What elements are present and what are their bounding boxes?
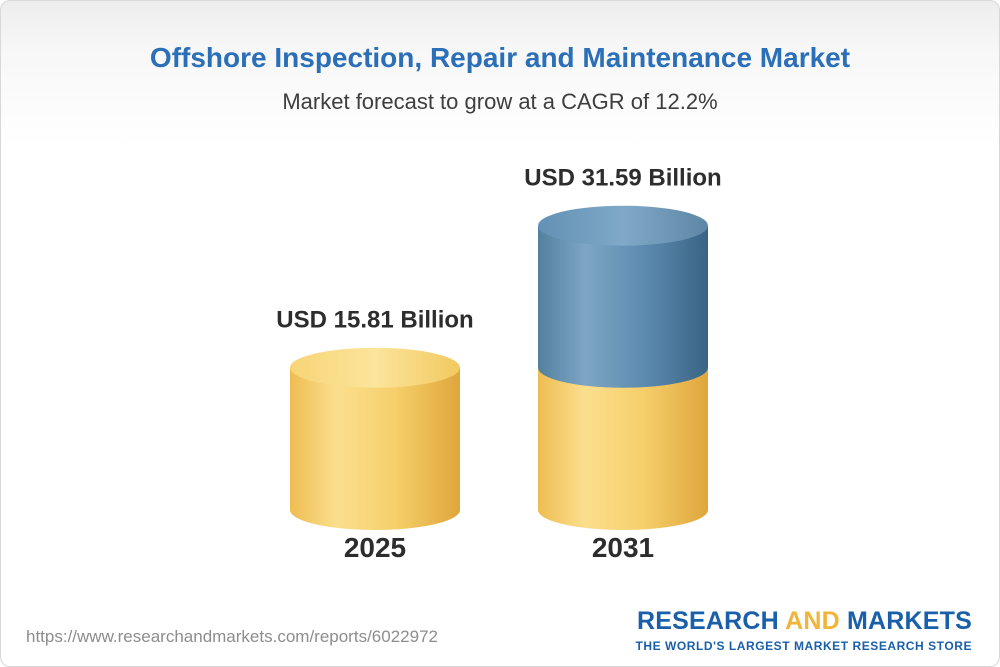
value-label-2031: USD 31.59 Billion — [524, 165, 721, 192]
year-label-2031: 2031 — [592, 532, 654, 563]
logo-word-and: AND — [785, 607, 840, 635]
research-and-markets-logo: RESEARCH AND MARKETS THE WORLD'S LARGEST… — [635, 607, 972, 653]
cylinder-bottom-face — [538, 490, 708, 530]
cylinder-2025 — [290, 347, 460, 530]
market-forecast-bar-chart: USD 15.81 Billion 2025 USD 31.59 Billion 20… — [276, 165, 721, 563]
logo-wordmark: RESEARCH AND MARKETS — [635, 607, 972, 636]
cylinder-top-face — [290, 347, 460, 388]
year-label-2025: 2025 — [344, 532, 406, 563]
chart-title: Offshore Inspection, Repair and Maintena… — [149, 42, 851, 73]
report-url: https://www.researchandmarkets.com/repor… — [26, 627, 438, 646]
cylinder-segment — [538, 367, 708, 510]
logo-tagline: THE WORLD'S LARGEST MARKET RESEARCH STOR… — [635, 639, 972, 653]
logo-word-research: RESEARCH — [636, 607, 779, 635]
cylinder-2031 — [538, 205, 708, 530]
value-label-2025: USD 15.81 Billion — [276, 307, 473, 334]
cylinder-bottom-face — [290, 490, 460, 530]
cylinder-segment — [538, 225, 708, 368]
cylinder-bottom-face — [538, 347, 708, 388]
cylinder-top-face — [538, 205, 708, 246]
chart-subtitle: Market forecast to grow at a CAGR of 12.… — [282, 89, 718, 114]
logo-word-markets: MARKETS — [846, 607, 972, 635]
cylinder-segment — [290, 367, 460, 510]
